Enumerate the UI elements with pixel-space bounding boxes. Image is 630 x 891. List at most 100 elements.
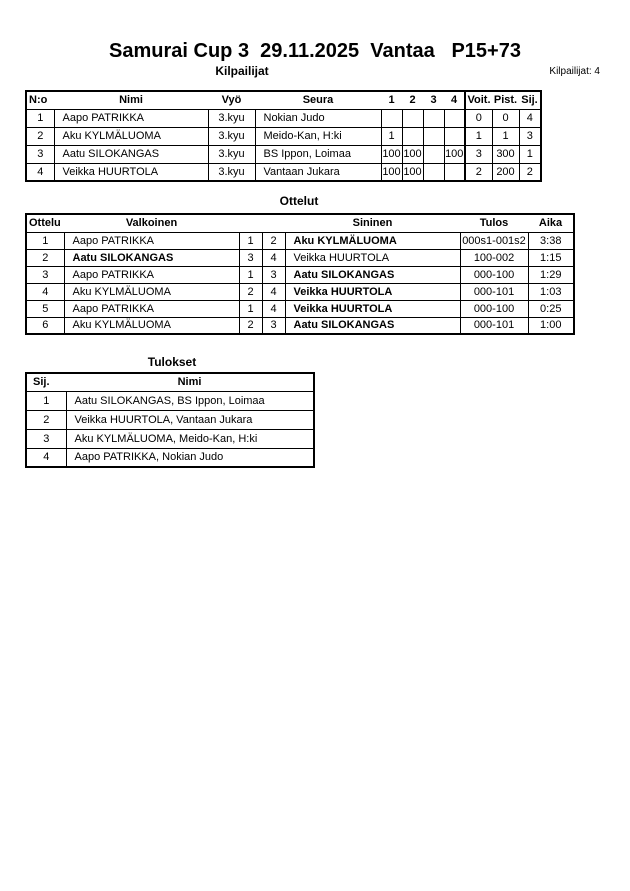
cell-result: 000-101: [459, 316, 529, 335]
tulokset-table: Sij. Nimi 1 Aatu SILOKANGAS, BS Ippon, L…: [25, 372, 315, 468]
cell-blue-number: 4: [261, 248, 286, 267]
col-header-vyo: Vyö: [208, 91, 255, 110]
cell-placement: 3: [25, 428, 67, 449]
table-row: 3 Aapo PATRIKKA 1 3 Aatu SILOKANGAS 000-…: [25, 265, 575, 284]
table-row: 2 Aatu SILOKANGAS 3 4 Veikka HUURTOLA 10…: [25, 248, 575, 267]
tulokset-header-row: Sij. Nimi: [26, 373, 314, 392]
cell-vyo: 3.kyu: [207, 108, 256, 128]
cell-name-club: Aapo PATRIKKA, Nokian Judo: [65, 447, 315, 468]
table-row: 1 Aapo PATRIKKA 1 2 Aku KYLMÄLUOMA 000s1…: [25, 231, 575, 250]
col-header-4: 4: [444, 91, 465, 110]
cell-match-number: 4: [25, 282, 65, 301]
cell-blue-number: 4: [261, 299, 286, 318]
cell-score-2: [401, 126, 424, 146]
col-header-voit: Voit.: [464, 91, 492, 110]
cell-score-4: 100: [443, 144, 466, 164]
cell-no: 4: [25, 162, 55, 182]
col-header-seura: Seura: [255, 91, 381, 110]
cell-sij: 3: [518, 126, 542, 146]
cell-voit: 1: [464, 126, 493, 146]
col-header-valkoinen: Valkoinen: [64, 214, 239, 233]
col-header-2: 2: [402, 91, 423, 110]
cell-white-number: 1: [238, 265, 263, 284]
cell-white-name: Aku KYLMÄLUOMA: [63, 282, 240, 301]
col-header-no: N:o: [26, 91, 54, 110]
cell-match-number: 1: [25, 231, 65, 250]
cell-nimi: Aku KYLMÄLUOMA: [53, 126, 209, 146]
cell-result: 100-002: [459, 248, 529, 267]
cell-score-3: [422, 162, 445, 182]
table-row: 6 Aku KYLMÄLUOMA 2 3 Aatu SILOKANGAS 000…: [25, 316, 575, 335]
table-row: 2 Aku KYLMÄLUOMA 3.kyu Meido-Kan, H:ki 1…: [25, 126, 542, 146]
cell-match-number: 3: [25, 265, 65, 284]
table-row: 5 Aapo PATRIKKA 1 4 Veikka HUURTOLA 000-…: [25, 299, 575, 318]
cell-score-4: [443, 108, 466, 128]
cell-score-1: [380, 108, 403, 128]
cell-score-2: 100: [401, 144, 424, 164]
cell-blue-name: Aatu SILOKANGAS: [284, 265, 461, 284]
cell-pist: 300: [491, 144, 520, 164]
col-header-sininen: Sininen: [285, 214, 460, 233]
cell-sij: 2: [518, 162, 542, 182]
cell-no: 3: [25, 144, 55, 164]
cell-white-number: 1: [238, 231, 263, 250]
col-header-nimi: Nimi: [54, 91, 208, 110]
cell-score-3: [422, 108, 445, 128]
cell-white-number: 3: [238, 248, 263, 267]
cell-vyo: 3.kyu: [207, 144, 256, 164]
cell-seura: Meido-Kan, H:ki: [254, 126, 382, 146]
cell-no: 2: [25, 126, 55, 146]
competitor-count-label: Kilpailijat: 4: [549, 66, 600, 77]
cell-placement: 1: [25, 390, 67, 411]
cell-nimi: Veikka HUURTOLA: [53, 162, 209, 182]
cell-blue-number: 3: [261, 265, 286, 284]
cell-score-3: [422, 126, 445, 146]
cell-time: 0:25: [527, 299, 575, 318]
kilpailijat-table: N:o Nimi Vyö Seura 1 2 3 4 Voit. Pist. S…: [25, 90, 542, 182]
cell-white-number: 2: [238, 282, 263, 301]
table-row: 1 Aapo PATRIKKA 3.kyu Nokian Judo 0 0 4: [25, 108, 542, 128]
cell-result: 000-101: [459, 282, 529, 301]
cell-result: 000-100: [459, 265, 529, 284]
section-title-ottelut: Ottelut: [279, 194, 319, 208]
kilpailijat-header-row: N:o Nimi Vyö Seura 1 2 3 4 Voit. Pist. S…: [26, 91, 541, 110]
table-row: 2 Veikka HUURTOLA, Vantaan Jukara: [25, 409, 315, 430]
col-header-3: 3: [423, 91, 444, 110]
section-title-kilpailijat: Kilpailijat: [215, 64, 269, 78]
ottelut-header-spacer: [239, 214, 285, 233]
cell-nimi: Aapo PATRIKKA: [53, 108, 209, 128]
cell-score-2: [401, 108, 424, 128]
col-header-nimi: Nimi: [66, 373, 314, 392]
cell-pist: 0: [491, 108, 520, 128]
col-header-sij: Sij.: [26, 373, 66, 392]
cell-no: 1: [25, 108, 55, 128]
table-row: 4 Veikka HUURTOLA 3.kyu Vantaan Jukara 1…: [25, 162, 542, 182]
cell-sij: 4: [518, 108, 542, 128]
col-header-pist: Pist.: [492, 91, 519, 110]
cell-voit: 0: [464, 108, 493, 128]
col-header-1: 1: [381, 91, 402, 110]
cell-blue-name: Veikka HUURTOLA: [284, 282, 461, 301]
cell-white-name: Aapo PATRIKKA: [63, 231, 240, 250]
cell-white-number: 1: [238, 299, 263, 318]
cell-blue-name: Veikka HUURTOLA: [284, 299, 461, 318]
section-title-tulokset: Tulokset: [147, 355, 197, 369]
cell-time: 1:03: [527, 282, 575, 301]
ottelut-header-row: Ottelu Valkoinen Sininen Tulos Aika: [26, 214, 574, 233]
col-header-ottelu: Ottelu: [26, 214, 64, 233]
col-header-aika: Aika: [528, 214, 574, 233]
cell-match-number: 2: [25, 248, 65, 267]
cell-result: 000s1-001s2: [459, 231, 529, 250]
cell-blue-name: Veikka HUURTOLA: [284, 248, 461, 267]
table-row: 3 Aatu SILOKANGAS 3.kyu BS Ippon, Loimaa…: [25, 144, 542, 164]
cell-score-1: 100: [380, 162, 403, 182]
cell-white-name: Aapo PATRIKKA: [63, 265, 240, 284]
cell-seura: BS Ippon, Loimaa: [254, 144, 382, 164]
cell-pist: 200: [491, 162, 520, 182]
cell-blue-name: Aku KYLMÄLUOMA: [284, 231, 461, 250]
cell-name-club: Veikka HUURTOLA, Vantaan Jukara: [65, 409, 315, 430]
cell-blue-name: Aatu SILOKANGAS: [284, 316, 461, 335]
cell-time: 1:15: [527, 248, 575, 267]
cell-time: 3:38: [527, 231, 575, 250]
cell-white-number: 2: [238, 316, 263, 335]
